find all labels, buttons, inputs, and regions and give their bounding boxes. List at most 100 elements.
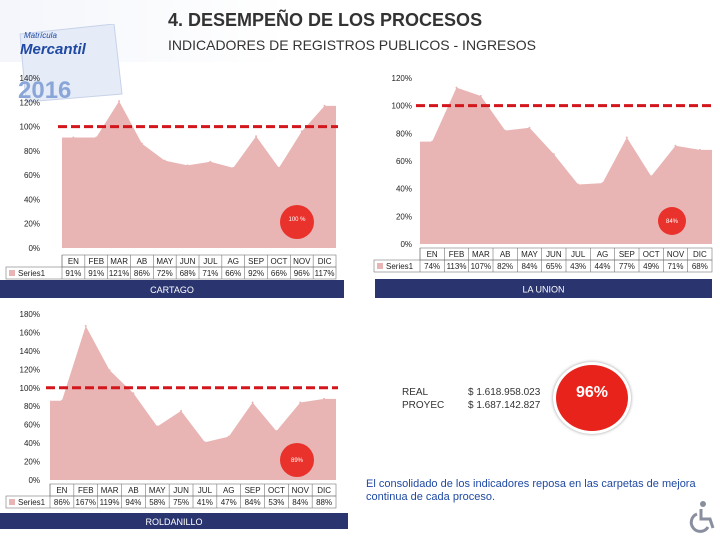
- data-value-label: 53%: [268, 498, 284, 507]
- real-label: REAL: [402, 387, 429, 398]
- data-point: [601, 182, 604, 185]
- y-tick-label: 140%: [20, 347, 40, 356]
- category-label: AB: [128, 486, 139, 495]
- category-label: AB: [500, 250, 511, 259]
- chart-title: LA UNION: [522, 285, 564, 295]
- data-value-label: 117%: [315, 269, 335, 278]
- data-point: [300, 130, 303, 133]
- category-label: FEB: [88, 257, 104, 266]
- data-point: [72, 136, 75, 139]
- category-label: SEP: [248, 257, 264, 266]
- data-point: [84, 324, 87, 327]
- logo-line1: Matrícula: [24, 31, 57, 40]
- proyec-value: $ 1.687.142.827: [468, 400, 541, 411]
- category-label: FEB: [449, 250, 465, 259]
- data-point: [140, 142, 143, 145]
- data-point: [227, 435, 230, 438]
- page-title: 4. DESEMPEÑO DE LOS PROCESOS: [168, 10, 483, 30]
- y-tick-label: 40%: [24, 439, 40, 448]
- data-value-label: 84%: [245, 498, 261, 507]
- y-tick-label: 100%: [392, 102, 412, 111]
- data-value-label: 72%: [157, 269, 173, 278]
- data-point: [255, 135, 258, 138]
- compliance-bubble: [553, 362, 631, 434]
- annotation-bubble: [280, 443, 314, 477]
- header-band: [0, 0, 720, 62]
- data-point: [323, 397, 326, 400]
- data-point: [277, 166, 280, 169]
- data-value-label: 92%: [248, 269, 264, 278]
- category-label: MAY: [156, 257, 173, 266]
- y-tick-label: 120%: [20, 365, 40, 374]
- data-value-label: 66%: [271, 269, 287, 278]
- category-label: JUL: [198, 486, 213, 495]
- chart-title: CARTAGO: [150, 285, 194, 295]
- data-point: [504, 129, 507, 132]
- data-value-label: 75%: [173, 498, 189, 507]
- data-value-label: 167%: [76, 498, 96, 507]
- compliance-percent: 96%: [575, 384, 609, 401]
- category-label: MAR: [472, 250, 490, 259]
- data-point: [156, 425, 159, 428]
- legend-swatch: [377, 263, 383, 269]
- annotation-label: 84%: [666, 219, 679, 225]
- category-label: MAY: [149, 486, 166, 495]
- data-point: [186, 164, 189, 167]
- y-tick-label: 60%: [24, 421, 40, 430]
- category-label: NOV: [293, 257, 311, 266]
- chart-title-banner: [0, 280, 344, 298]
- category-label: FEB: [78, 486, 94, 495]
- category-label: MAR: [110, 257, 128, 266]
- wheelchair-accessibility-icon: [689, 501, 715, 533]
- logo-line2: Mercantil: [20, 41, 87, 58]
- y-tick-label: 140%: [20, 74, 40, 83]
- annotation-label: 100 %: [288, 217, 306, 223]
- data-point: [552, 153, 555, 156]
- data-value-label: 113%: [447, 262, 467, 271]
- category-label: SEP: [619, 250, 635, 259]
- data-value-label: 84%: [292, 498, 308, 507]
- data-value-label: 96%: [294, 269, 310, 278]
- category-label: JUN: [546, 250, 562, 259]
- category-label: EN: [56, 486, 67, 495]
- table-value-row: [373, 259, 713, 273]
- y-tick-label: 120%: [20, 98, 40, 107]
- page-subtitle: INDICADORES DE REGISTROS PUBLICOS - INGR…: [168, 37, 536, 53]
- data-point: [625, 136, 628, 139]
- data-value-label: 86%: [134, 269, 150, 278]
- series-area: [420, 87, 712, 244]
- category-label: JUN: [180, 257, 196, 266]
- category-label: NOV: [667, 250, 685, 259]
- category-label: DIC: [317, 486, 331, 495]
- category-label: OCT: [270, 257, 287, 266]
- data-point: [674, 144, 677, 147]
- y-tick-label: 20%: [396, 212, 412, 221]
- data-value-label: 84%: [521, 262, 537, 271]
- data-value-label: 58%: [149, 498, 165, 507]
- data-value-label: 94%: [125, 498, 141, 507]
- category-label: MAR: [101, 486, 119, 495]
- category-label: OCT: [643, 250, 660, 259]
- category-label: JUL: [203, 257, 218, 266]
- data-value-label: 66%: [225, 269, 241, 278]
- data-point: [455, 86, 458, 89]
- annotation-bubble: [280, 205, 314, 239]
- data-value-label: 74%: [424, 262, 440, 271]
- data-point: [203, 441, 206, 444]
- series-area: [62, 101, 336, 248]
- data-value-label: 77%: [619, 262, 635, 271]
- y-tick-label: 100%: [20, 123, 40, 132]
- legend-swatch: [9, 499, 15, 505]
- y-tick-label: 80%: [396, 129, 412, 138]
- category-label: JUN: [173, 486, 189, 495]
- data-point: [209, 160, 212, 163]
- data-point: [528, 126, 531, 129]
- category-label: EN: [427, 250, 438, 259]
- y-tick-label: 160%: [20, 328, 40, 337]
- table-value-row: [5, 495, 337, 509]
- annotation-bubble: [658, 207, 686, 235]
- data-value-label: 82%: [497, 262, 513, 271]
- consolidated-note: El consolidado de los indicadores reposa…: [366, 478, 696, 503]
